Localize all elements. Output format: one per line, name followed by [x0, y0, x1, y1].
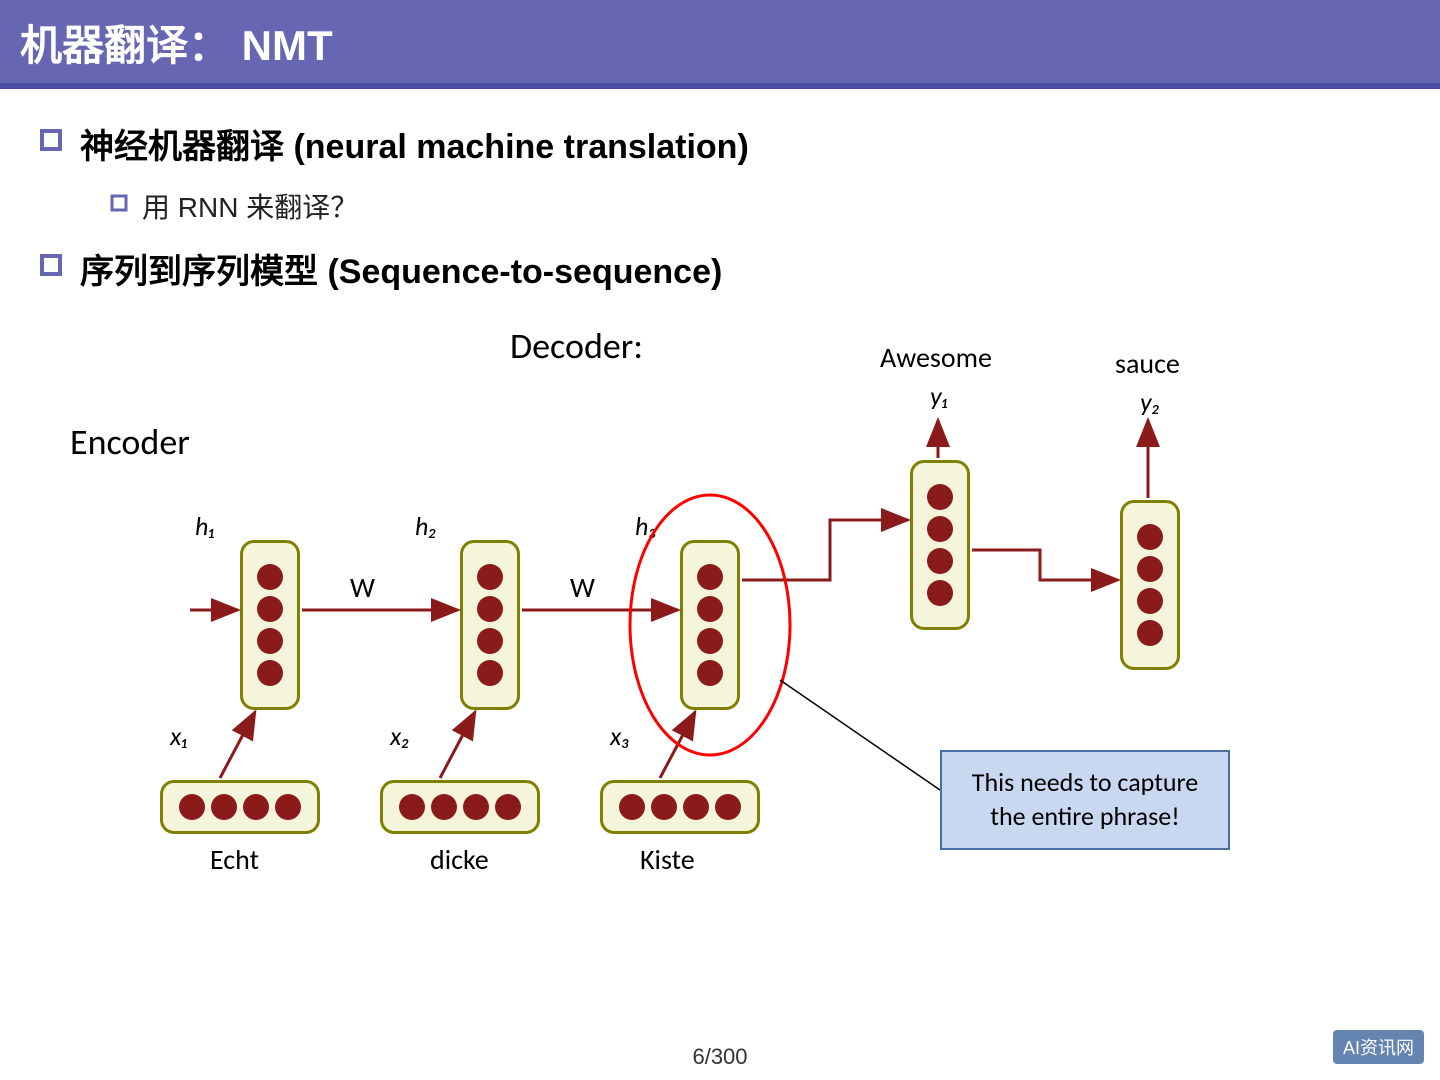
watermark-text: AI资讯网 [1343, 1038, 1414, 1058]
neuron-dot [697, 660, 723, 686]
input-word-node [380, 780, 540, 834]
hidden-state-node [460, 540, 520, 710]
hidden-state-node [680, 540, 740, 710]
slide-title-bar: 机器翻译： NMT [0, 0, 1440, 83]
neuron-dot [495, 794, 521, 820]
w-label: W [350, 570, 375, 605]
callout-note: This needs to capture the entire phrase! [940, 750, 1230, 850]
y-label: y₂ [1140, 386, 1160, 418]
neuron-dot [211, 794, 237, 820]
neuron-dot [927, 484, 953, 510]
flow-arrow [660, 712, 695, 778]
hidden-state-node [240, 540, 300, 710]
neuron-dot [715, 794, 741, 820]
sub-bullet-square-icon [110, 194, 128, 212]
h-label: h₃ [635, 510, 657, 542]
neuron-dot [399, 794, 425, 820]
sub-bullet-item: 用 RNN 来翻译？ [110, 186, 1400, 226]
x-label: x₃ [610, 720, 630, 752]
output-label: Awesome [880, 340, 992, 375]
callout-connector [780, 680, 940, 790]
input-word-label: Echt [210, 842, 259, 877]
seq2seq-diagram: Encoder Decoder: h₁ h₂ h₃ W Wx₁ x₂ x₃ Echt dicke Ki… [40, 320, 1400, 1040]
x-label: x₂ [390, 720, 410, 752]
neuron-dot [477, 628, 503, 654]
decoder-label: Decoder: [510, 324, 643, 368]
bullet-item: 神经机器翻译 (neural machine translation) [40, 119, 1400, 168]
flow-arrow [440, 712, 475, 778]
h-label: h₁ [195, 510, 215, 542]
input-word-node [600, 780, 760, 834]
y-label: y₁ [930, 380, 948, 412]
neuron-dot [179, 794, 205, 820]
input-word-node [160, 780, 320, 834]
neuron-dot [619, 794, 645, 820]
bullet-square-icon [40, 254, 62, 276]
neuron-dot [1137, 588, 1163, 614]
bullet-item: 序列到序列模型 (Sequence-to-sequence) [40, 244, 1400, 293]
neuron-dot [275, 794, 301, 820]
bullet-text: 神经机器翻译 (neural machine translation) [80, 119, 749, 168]
input-word-label: Kiste [640, 842, 695, 877]
neuron-dot [243, 794, 269, 820]
neuron-dot [257, 596, 283, 622]
watermark-badge: AI资讯网 [1333, 1030, 1424, 1064]
flow-arrow [972, 550, 1118, 580]
flow-arrow [742, 520, 908, 580]
neuron-dot [651, 794, 677, 820]
hidden-state-node [910, 460, 970, 630]
neuron-dot [463, 794, 489, 820]
hidden-state-node [1120, 500, 1180, 670]
neuron-dot [697, 628, 723, 654]
slide-title: 机器翻译： NMT [20, 22, 333, 69]
page-number: 6/300 [692, 1044, 747, 1070]
neuron-dot [257, 564, 283, 590]
neuron-dot [927, 516, 953, 542]
neuron-dot [477, 564, 503, 590]
encoder-label: Encoder [70, 420, 190, 464]
neuron-dot [257, 660, 283, 686]
neuron-dot [257, 628, 283, 654]
neuron-dot [1137, 620, 1163, 646]
w-label: W [570, 570, 595, 605]
sub-bullet-text: 用 RNN 来翻译？ [142, 186, 358, 226]
output-label: sauce [1115, 346, 1180, 381]
content-area: 神经机器翻译 (neural machine translation) 用 RN… [0, 89, 1440, 293]
neuron-dot [477, 596, 503, 622]
neuron-dot [477, 660, 503, 686]
bullet-text: 序列到序列模型 (Sequence-to-sequence) [80, 244, 722, 293]
flow-arrow [220, 712, 255, 778]
neuron-dot [697, 564, 723, 590]
neuron-dot [927, 548, 953, 574]
neuron-dot [927, 580, 953, 606]
input-word-label: dicke [430, 842, 489, 877]
neuron-dot [431, 794, 457, 820]
neuron-dot [1137, 524, 1163, 550]
neuron-dot [683, 794, 709, 820]
x-label: x₁ [170, 720, 188, 752]
neuron-dot [697, 596, 723, 622]
h-label: h₂ [415, 510, 437, 542]
neuron-dot [1137, 556, 1163, 582]
bullet-square-icon [40, 129, 62, 151]
